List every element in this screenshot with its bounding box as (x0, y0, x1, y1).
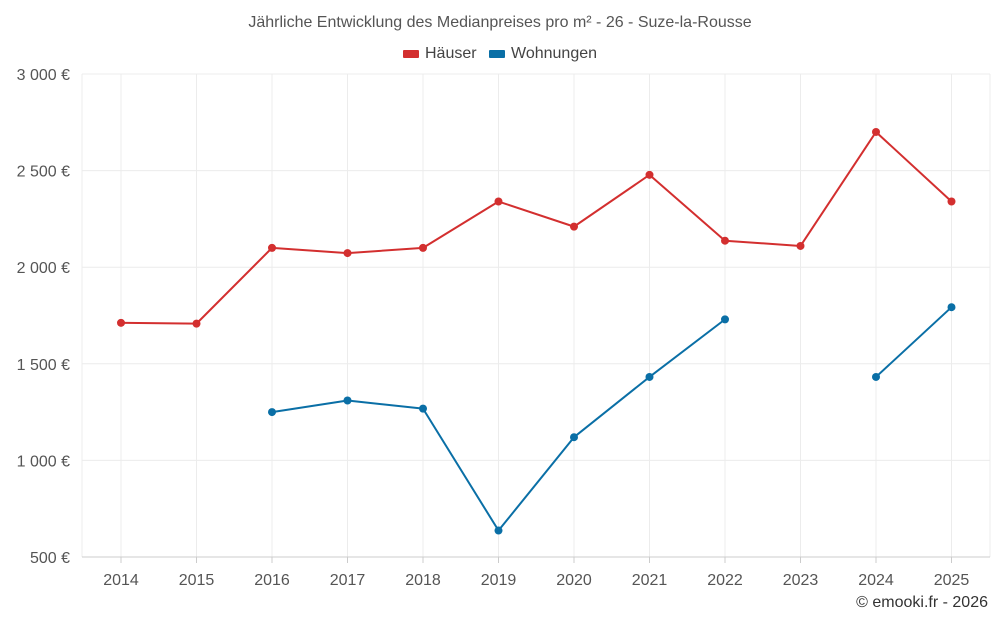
series-1 (268, 303, 956, 535)
y-tick-label: 1 500 € (17, 357, 70, 374)
legend-item-wohnungen[interactable]: Wohnungen (489, 45, 597, 63)
x-tick-label: 2016 (254, 572, 290, 589)
x-tick-label: 2014 (103, 572, 139, 589)
data-point (117, 318, 125, 327)
data-point (570, 433, 578, 442)
series-layer (117, 127, 956, 535)
series-line (120, 130, 953, 325)
x-tick-label: 2024 (858, 572, 894, 589)
x-tick-label: 2025 (934, 572, 970, 589)
x-tick-label: 2015 (179, 572, 215, 589)
data-point (419, 243, 427, 252)
data-point (268, 408, 276, 417)
data-point (645, 170, 654, 179)
y-tick-label: 2 000 € (17, 260, 70, 277)
y-tick-label: 500 € (30, 550, 70, 567)
y-tick-label: 1 000 € (17, 453, 70, 470)
x-tick-label: 2022 (707, 572, 743, 589)
axes: 500 € 1 000 € 1 500 € 2 000 € 2 500 € 3 000 €… (17, 67, 970, 589)
legend-swatch-haeuser (402, 50, 419, 58)
legend-swatch-wohnungen (489, 50, 506, 58)
series-0 (117, 127, 956, 328)
data-point (645, 372, 654, 381)
data-point (947, 303, 956, 312)
x-tick-label: 2019 (481, 572, 517, 589)
x-tick-label: 2020 (556, 572, 592, 589)
data-point (419, 404, 427, 413)
legend: Häuser Wohnungen (0, 45, 1000, 63)
data-point (721, 236, 729, 245)
legend-label-wohnungen: Wohnungen (511, 45, 598, 62)
credit-text: © emooki.fr - 2026 (856, 594, 988, 611)
y-tick-label: 3 000 € (17, 67, 70, 84)
chart-title: Jährliche Entwicklung des Medianpreises … (248, 14, 752, 31)
series-line (875, 306, 953, 378)
x-tick-label: 2021 (632, 572, 668, 589)
legend-label-haeuser: Häuser (424, 45, 477, 62)
data-point (268, 243, 276, 252)
x-tick-label: 2018 (405, 572, 441, 589)
data-point (796, 241, 805, 250)
y-tick-label: 2 500 € (17, 164, 70, 181)
data-point (192, 319, 201, 328)
data-point (494, 526, 503, 535)
x-tick-label: 2017 (330, 572, 366, 589)
data-point (872, 372, 880, 381)
data-point (872, 127, 880, 136)
data-point (343, 249, 352, 258)
data-point (947, 197, 956, 206)
legend-item-haeuser[interactable]: Häuser (402, 45, 477, 63)
x-tick-label: 2023 (783, 572, 819, 589)
grid (81, 73, 991, 558)
data-point (721, 315, 729, 324)
data-point (494, 197, 503, 206)
data-point (343, 396, 352, 405)
data-point (570, 222, 578, 231)
